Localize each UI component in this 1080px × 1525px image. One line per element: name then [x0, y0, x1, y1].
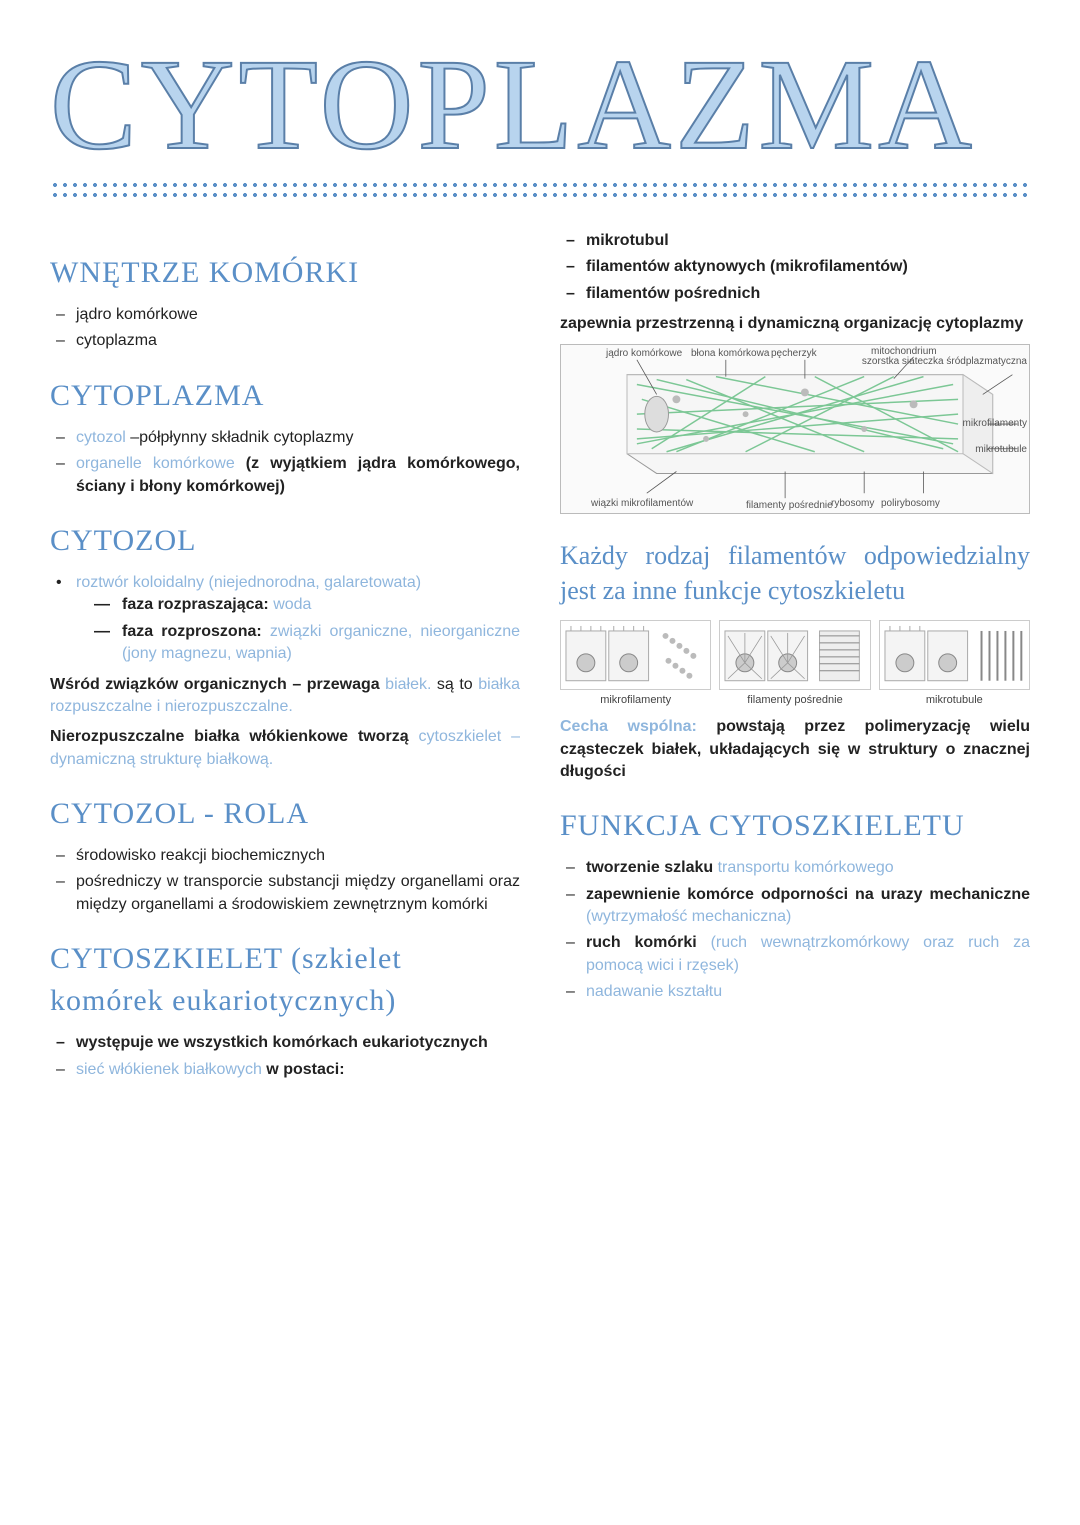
filamenty-posrednie-icon [720, 621, 869, 691]
diagram-label: jądro komórkowe [606, 347, 682, 361]
accent-text: białek. [385, 676, 431, 693]
list-item: pośredniczy w transporcie substancji mię… [76, 871, 520, 916]
accent-text: (wytrzymałość mechaniczna) [586, 908, 791, 925]
dotted-divider [50, 180, 1030, 200]
body-text: są to [431, 676, 478, 693]
list-item: sieć włókienek białkowych w postaci: [76, 1059, 520, 1081]
body-text: w postaci: [262, 1061, 345, 1078]
two-column-layout: WNĘTRZE KOMÓRKI jądro komórkowe cytoplaz… [50, 230, 1030, 1085]
diagram-svg [561, 345, 1029, 513]
filament-card: mikrotubule [879, 620, 1030, 708]
accent-text: Cecha wspólna: [560, 718, 697, 735]
accent-text: woda [273, 596, 311, 613]
list-item: zapewnienie komórce odporności na urazy … [586, 884, 1030, 929]
accent-text: nadawanie kształtu [586, 983, 722, 1000]
paragraph: Wśród związków organicznych – przewaga b… [50, 674, 520, 719]
diagram-label: polirybosomy [881, 497, 940, 511]
list-cytoszkielet: występuje we wszystkich komórkach eukari… [50, 1032, 520, 1081]
list-item: nadawanie kształtu [586, 981, 1030, 1003]
highlight-paragraph: Każdy rodzaj filamentów odpowiedzialny j… [560, 538, 1030, 608]
diagram-label: wiązki mikrofilamentów [591, 497, 693, 511]
list-cytoplazma: cytozol –półpłynny składnik cytoplazmy o… [50, 427, 520, 498]
accent-text: cytozol [76, 429, 126, 446]
body-text: –półpłynny składnik cytoplazmy [126, 429, 354, 446]
accent-text: organelle komórkowe [76, 455, 235, 472]
cytoskeleton-diagram: jądro komórkowe błona komórkowa pęcherzy… [560, 344, 1030, 514]
mikrofilamenty-icon [561, 621, 710, 691]
list-item: faza rozproszona: związki organiczne, ni… [122, 621, 520, 666]
list-item: filamentów aktynowych (mikrofilamentów) [586, 256, 1030, 278]
diagram-label: szorstka siateczka śródplazmatyczna [862, 355, 1027, 369]
filament-figure [879, 620, 1030, 690]
list-cytozol-rola: środowisko reakcji biochemicznych pośred… [50, 845, 520, 916]
diagram-label: filamenty pośrednie [746, 499, 833, 513]
left-column: WNĘTRZE KOMÓRKI jądro komórkowe cytoplaz… [50, 230, 520, 1085]
body-text: tworzenie szlaku [586, 859, 718, 876]
paragraph: Nierozpuszczalne białka włókienkowe twor… [50, 726, 520, 771]
filament-label: mikrofilamenty [560, 693, 711, 708]
list-item: jądro komórkowe [76, 304, 520, 326]
list-item: środowisko reakcji biochemicznych [76, 845, 520, 867]
heading-cytozol-rola: CYTOZOL - ROLA [50, 793, 520, 835]
filament-label: filamenty pośrednie [719, 693, 870, 708]
list-item: cytoplazma [76, 330, 520, 352]
right-column: mikrotubul filamentów aktynowych (mikrof… [560, 230, 1030, 1085]
page-title: CYTOPLAZMA [50, 40, 1030, 170]
filament-types-row: mikrofilamenty filamenty pośrednie [560, 620, 1030, 708]
heading-cytoszkielet: CYTOSZKIELET (szkielet komórek eukarioty… [50, 938, 520, 1022]
list-item: filamentów pośrednich [586, 283, 1030, 305]
body-text: ruch komórki [586, 934, 711, 951]
accent-text: transportu komórkowego [718, 859, 894, 876]
list-item: ruch komórki (ruch wewnątrzkomórkowy ora… [586, 932, 1030, 977]
mikrotubule-icon [880, 621, 1029, 691]
body-text: zapewnienie komórce odporności na urazy … [586, 886, 1030, 903]
filament-figure [560, 620, 711, 690]
body-text: faza rozproszona: [122, 623, 270, 640]
body-text: Nierozpuszczalne białka włókienkowe twor… [50, 728, 419, 745]
list-wnetrze: jądro komórkowe cytoplazma [50, 304, 520, 353]
diagram-label: mikrotubule [975, 443, 1027, 457]
heading-cytozol: CYTOZOL [50, 520, 520, 562]
list-cytozol: roztwór koloidalny (niejednorodna, galar… [50, 572, 520, 666]
list-item: faza rozpraszająca: woda [122, 594, 520, 616]
accent-text: roztwór koloidalny (niejednorodna, galar… [76, 574, 421, 591]
list-item: tworzenie szlaku transportu komórkowego [586, 857, 1030, 879]
diagram-label: mikrofilamenty [963, 417, 1027, 431]
filament-card: mikrofilamenty [560, 620, 711, 708]
heading-wnetrze: WNĘTRZE KOMÓRKI [50, 252, 520, 294]
diagram-label: pęcherzyk [771, 347, 817, 361]
heading-funkcja: FUNKCJA CYTOSZKIELETU [560, 805, 1030, 847]
list-item: występuje we wszystkich komórkach eukari… [76, 1032, 520, 1054]
body-text: Wśród związków organicznych – przewaga [50, 676, 385, 693]
sublist: faza rozpraszająca: woda faza rozproszon… [76, 594, 520, 665]
heading-cytoplazma: CYTOPLAZMA [50, 375, 520, 417]
list-item: organelle komórkowe (z wyjątkiem jądra k… [76, 453, 520, 498]
list-funkcja: tworzenie szlaku transportu komórkowego … [560, 857, 1030, 1003]
list-item: roztwór koloidalny (niejednorodna, galar… [76, 572, 520, 666]
filament-card: filamenty pośrednie [719, 620, 870, 708]
diagram-label: rybosomy [831, 497, 874, 511]
paragraph: zapewnia przestrzenną i dynamiczną organ… [560, 313, 1030, 335]
filament-label: mikrotubule [879, 693, 1030, 708]
filament-figure [719, 620, 870, 690]
list-item: mikrotubul [586, 230, 1030, 252]
diagram-label: błona komórkowa [691, 347, 769, 361]
body-text: faza rozpraszająca: [122, 596, 273, 613]
paragraph: Cecha wspólna: powstają przez polimeryza… [560, 716, 1030, 783]
accent-text: sieć włókienek białkowych [76, 1061, 262, 1078]
list-filament-types: mikrotubul filamentów aktynowych (mikrof… [560, 230, 1030, 305]
list-item: cytozol –półpłynny składnik cytoplazmy [76, 427, 520, 449]
